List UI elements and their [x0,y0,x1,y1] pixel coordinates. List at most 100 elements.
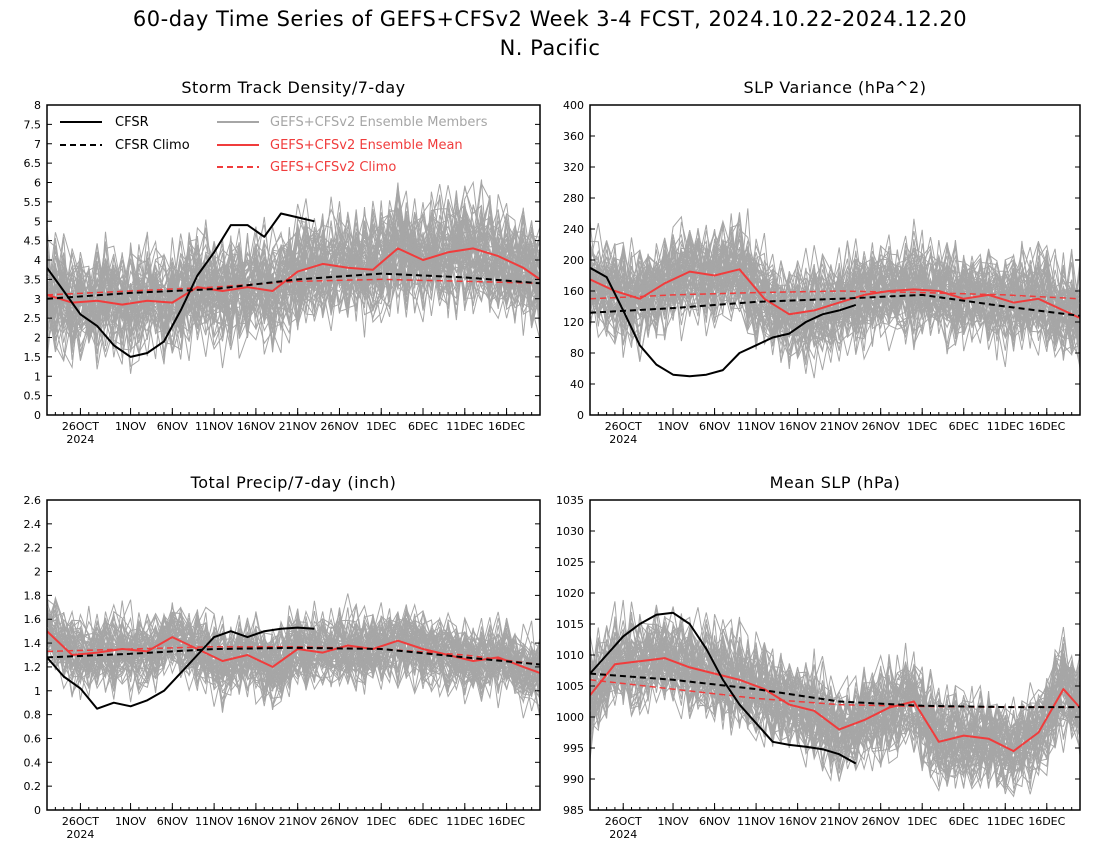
x-tick-label: 6DEC [408,815,438,828]
y-tick-label: 1000 [556,711,584,724]
ensemble-member-line [47,185,540,360]
panel-title: Total Precip/7-day (inch) [190,473,397,492]
x-tick-label: 11NOV [737,815,776,828]
x-tick-label: 26OCT [62,815,99,828]
y-tick-label: 0.5 [24,390,42,403]
x-tick-label: 16NOV [779,815,818,828]
legend: CFSR CFSR Climo GEFS+CFSv2 Ensemble Memb… [60,115,488,175]
x-tick-label: 21NOV [279,815,318,828]
series-line-cfsr [47,212,315,358]
y-tick-label: 0.6 [24,732,42,745]
series-line-cfsr-climo [590,293,1080,317]
y-tick-label: 1 [34,370,41,383]
y-tick-label: 1.2 [24,661,42,674]
legend-ens-mean-label: GEFS+CFSv2 Ensemble Mean [270,138,463,153]
series-line-cfsr [590,266,857,378]
x-tick-label: 1DEC [907,815,937,828]
series-line-gefs-cfsv2-climo [590,290,1080,300]
series-line-cfsr-climo [590,672,1080,709]
y-tick-label: 360 [563,130,584,143]
y-tick-label: 995 [563,742,584,755]
y-tick-label: 1.6 [24,613,42,626]
y-tick-label: 1025 [556,556,584,569]
x-tick-label: 11DEC [987,815,1024,828]
x-tick-label: 11DEC [446,815,483,828]
series-line-cfsr-climo [47,646,540,666]
series-line-cfsr [47,626,315,710]
series-line-gefs-cfsv2-ensemble-mean [590,268,1080,320]
x-tick-label: 16NOV [779,420,818,433]
chart-panel-2: SLP Variance (hPa^2) 0 40 80 120 160 200 240 280… [563,78,1081,446]
x-tick-label: 6DEC [949,420,979,433]
y-tick-label: 120 [563,316,584,329]
y-tick-label: 4.5 [24,235,42,248]
y-tick-label: 5 [34,215,41,228]
x-tick-label: 21NOV [820,420,859,433]
series-group [47,626,540,710]
y-tick-label: 2.6 [24,494,42,507]
y-tick-label: 160 [563,285,584,298]
x-tick-label: 26OCT [605,815,642,828]
y-tick-label: 2.4 [24,518,42,531]
figure-title-line1: 60-day Time Series of GEFS+CFSv2 Week 3-… [133,7,967,31]
y-tick-label: 240 [563,223,584,236]
y-tick-label: 6.5 [24,157,42,170]
x-tick-label: 26NOV [862,815,901,828]
x-tick-label: 1DEC [907,420,937,433]
x-tick-label: 6NOV [157,420,189,433]
y-tick-label: 3.5 [24,273,42,286]
panel-title: Storm Track Density/7-day [181,78,405,97]
y-tick-label: 80 [570,347,584,360]
y-tick-label: 1015 [556,618,584,631]
y-tick-label: 5.5 [24,196,42,209]
x-tick-label: 26NOV [320,815,359,828]
series-line-gefs-cfsv2-climo [47,278,540,296]
series-line-gefs-cfsv2-ensemble-mean [47,247,540,306]
chart-panel-1: Storm Track Density/7-day 0 0.5 1 1.5 2 2.5 3 3.… [24,78,541,446]
x-tick-label: 11NOV [195,815,234,828]
ensemble-member-line [590,230,1080,348]
y-tick-label: 1035 [556,494,584,507]
y-tick-label: 0.8 [24,709,42,722]
y-tick-label: 0.2 [24,780,42,793]
x-tick-label: 6DEC [949,815,979,828]
x-tick-label: 11NOV [737,420,776,433]
x-tick-label: 26OCT [62,420,99,433]
ensemble-member-line [47,180,540,353]
y-tick-label: 280 [563,192,584,205]
x-year-label: 2024 [609,828,637,841]
y-tick-label: 2.5 [24,312,42,325]
y-tick-label: 2 [34,332,41,345]
ensemble-members [47,179,540,374]
legend-members-label: GEFS+CFSv2 Ensemble Members [270,115,488,130]
ensemble-members [590,208,1080,379]
y-tick-label: 1 [34,685,41,698]
y-tick-label: 4 [34,254,41,267]
y-tick-label: 0 [577,409,584,422]
y-tick-label: 7 [34,138,41,151]
x-tick-label: 21NOV [820,815,859,828]
y-tick-label: 3 [34,293,41,306]
x-tick-label: 16DEC [1028,815,1065,828]
ensemble-member-line [590,625,1080,782]
series-line-gefs-cfsv2-ensemble-mean [47,630,540,674]
legend-cfsr-label: CFSR [115,115,149,130]
legend-gefs-climo-label: GEFS+CFSv2 Climo [270,160,396,175]
x-tick-label: 26OCT [605,420,642,433]
x-tick-label: 16DEC [488,420,525,433]
y-tick-label: 990 [563,773,584,786]
x-tick-label: 11NOV [195,420,234,433]
x-tick-label: 1NOV [115,420,147,433]
ensemble-member-line [47,600,540,685]
x-tick-label: 6DEC [408,420,438,433]
ensemble-member-line [47,606,540,691]
x-tick-label: 26NOV [862,420,901,433]
x-tick-label: 1DEC [366,815,396,828]
y-tick-label: 400 [563,99,584,112]
panel-title: Mean SLP (hPa) [770,473,901,492]
x-tick-label: 16DEC [488,815,525,828]
series-line-gefs-cfsv2-climo [590,679,1080,708]
y-tick-label: 200 [563,254,584,267]
chart-panel-3: Total Precip/7-day (inch)00.20.40.60.811… [24,473,541,841]
